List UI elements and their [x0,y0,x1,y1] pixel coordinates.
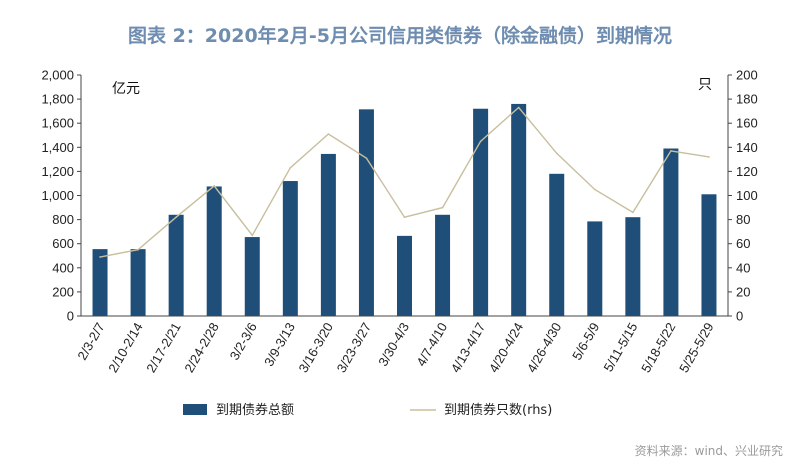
x-tick-label: 2/17-2/21 [143,320,183,375]
x-tick-label: 5/25-5/29 [676,320,716,375]
plot-area: 02004006008001,0001,2001,4001,6001,8002,… [41,68,757,376]
left-tick-label: 1,000 [41,188,74,203]
x-tick-label: 3/23-3/27 [334,320,374,375]
right-tick-label: 0 [736,309,743,324]
bar [130,249,146,316]
left-tick-label: 0 [67,309,74,324]
right-tick-label: 100 [736,188,758,203]
bar [168,214,184,316]
count-point [137,248,139,251]
count-point [593,188,596,191]
count-point [441,206,444,209]
bar [435,214,451,316]
count-point [175,216,177,218]
x-tick-label: 3/2-3/6 [227,320,260,363]
bar [282,181,298,316]
chart-title: 图表 2：2020年2月-5月公司信用类债券（除金融债）到期情况 [128,24,672,47]
count-point [213,185,216,187]
right-tick-label: 140 [736,140,758,155]
left-tick-label: 2,000 [41,68,74,83]
x-tick-label: 3/9-3/13 [261,320,298,369]
count-point [632,211,634,214]
left-tick-label: 1,600 [41,116,74,131]
right-tick-label: 200 [736,68,758,83]
left-axis-unit: 亿元 [112,81,140,97]
bar [397,235,412,316]
count-point [708,156,710,158]
right-tick-label: 20 [736,284,750,299]
count-point [327,133,330,135]
right-axis-unit: 只 [698,77,712,93]
count-point [517,106,520,109]
left-tick-label: 1,400 [41,140,74,155]
bar [92,249,108,316]
count-point [670,150,672,152]
left-tick-label: 800 [52,212,74,227]
x-tick-label: 4/20-4/24 [486,320,526,375]
x-tick-label: 4/13-4/17 [448,320,488,375]
x-tick-label: 4/7-4/10 [413,320,450,369]
left-tick-label: 600 [52,236,74,251]
count-line [99,106,710,258]
bar [473,108,489,317]
legend-bar-swatch [183,404,207,415]
left-tick-label: 400 [52,260,74,275]
x-tick-label: 2/3-2/7 [74,320,107,363]
bar [663,148,679,316]
source-note: 资料来源：wind、兴业研究 [635,443,783,458]
bar [244,237,260,316]
x-tick-label: 2/10-2/14 [105,320,145,375]
count-point [251,234,254,237]
right-tick-label: 80 [736,212,750,227]
left-tick-label: 1,200 [41,164,74,179]
right-tick-label: 60 [736,236,750,251]
x-tick-label: 5/6-5/9 [569,320,602,363]
count-point [403,216,406,218]
x-tick-label: 3/30-4/3 [375,320,412,369]
right-tick-label: 180 [736,92,758,107]
count-point [99,256,101,258]
left-tick-label: 200 [52,284,74,299]
left-tick-label: 1,800 [41,92,74,107]
x-tick-label: 5/11-5/15 [600,320,640,374]
x-tick-label: 4/26-4/30 [524,320,564,375]
bar [701,194,717,316]
x-tick-label: 2/24-2/28 [181,320,221,375]
bar [358,109,374,316]
bar [320,153,336,316]
bar [587,221,603,316]
legend: 到期债券总额 到期债券只数(rhs) [183,402,552,418]
legend-bar-label: 到期债券总额 [216,402,294,418]
count-point [289,166,292,169]
bar [625,217,641,316]
x-tick-label: 3/16-3/20 [296,320,336,375]
legend-line-label: 到期债券只数(rhs) [444,402,552,418]
bar [206,186,222,316]
count-point [365,157,368,159]
right-tick-label: 160 [736,116,758,131]
count-point [479,140,482,143]
bar [511,103,527,316]
x-tick-label: 5/18-5/22 [638,320,678,375]
bar [549,173,565,316]
right-tick-label: 120 [736,164,758,179]
count-point [555,152,558,155]
right-tick-label: 40 [736,260,750,275]
